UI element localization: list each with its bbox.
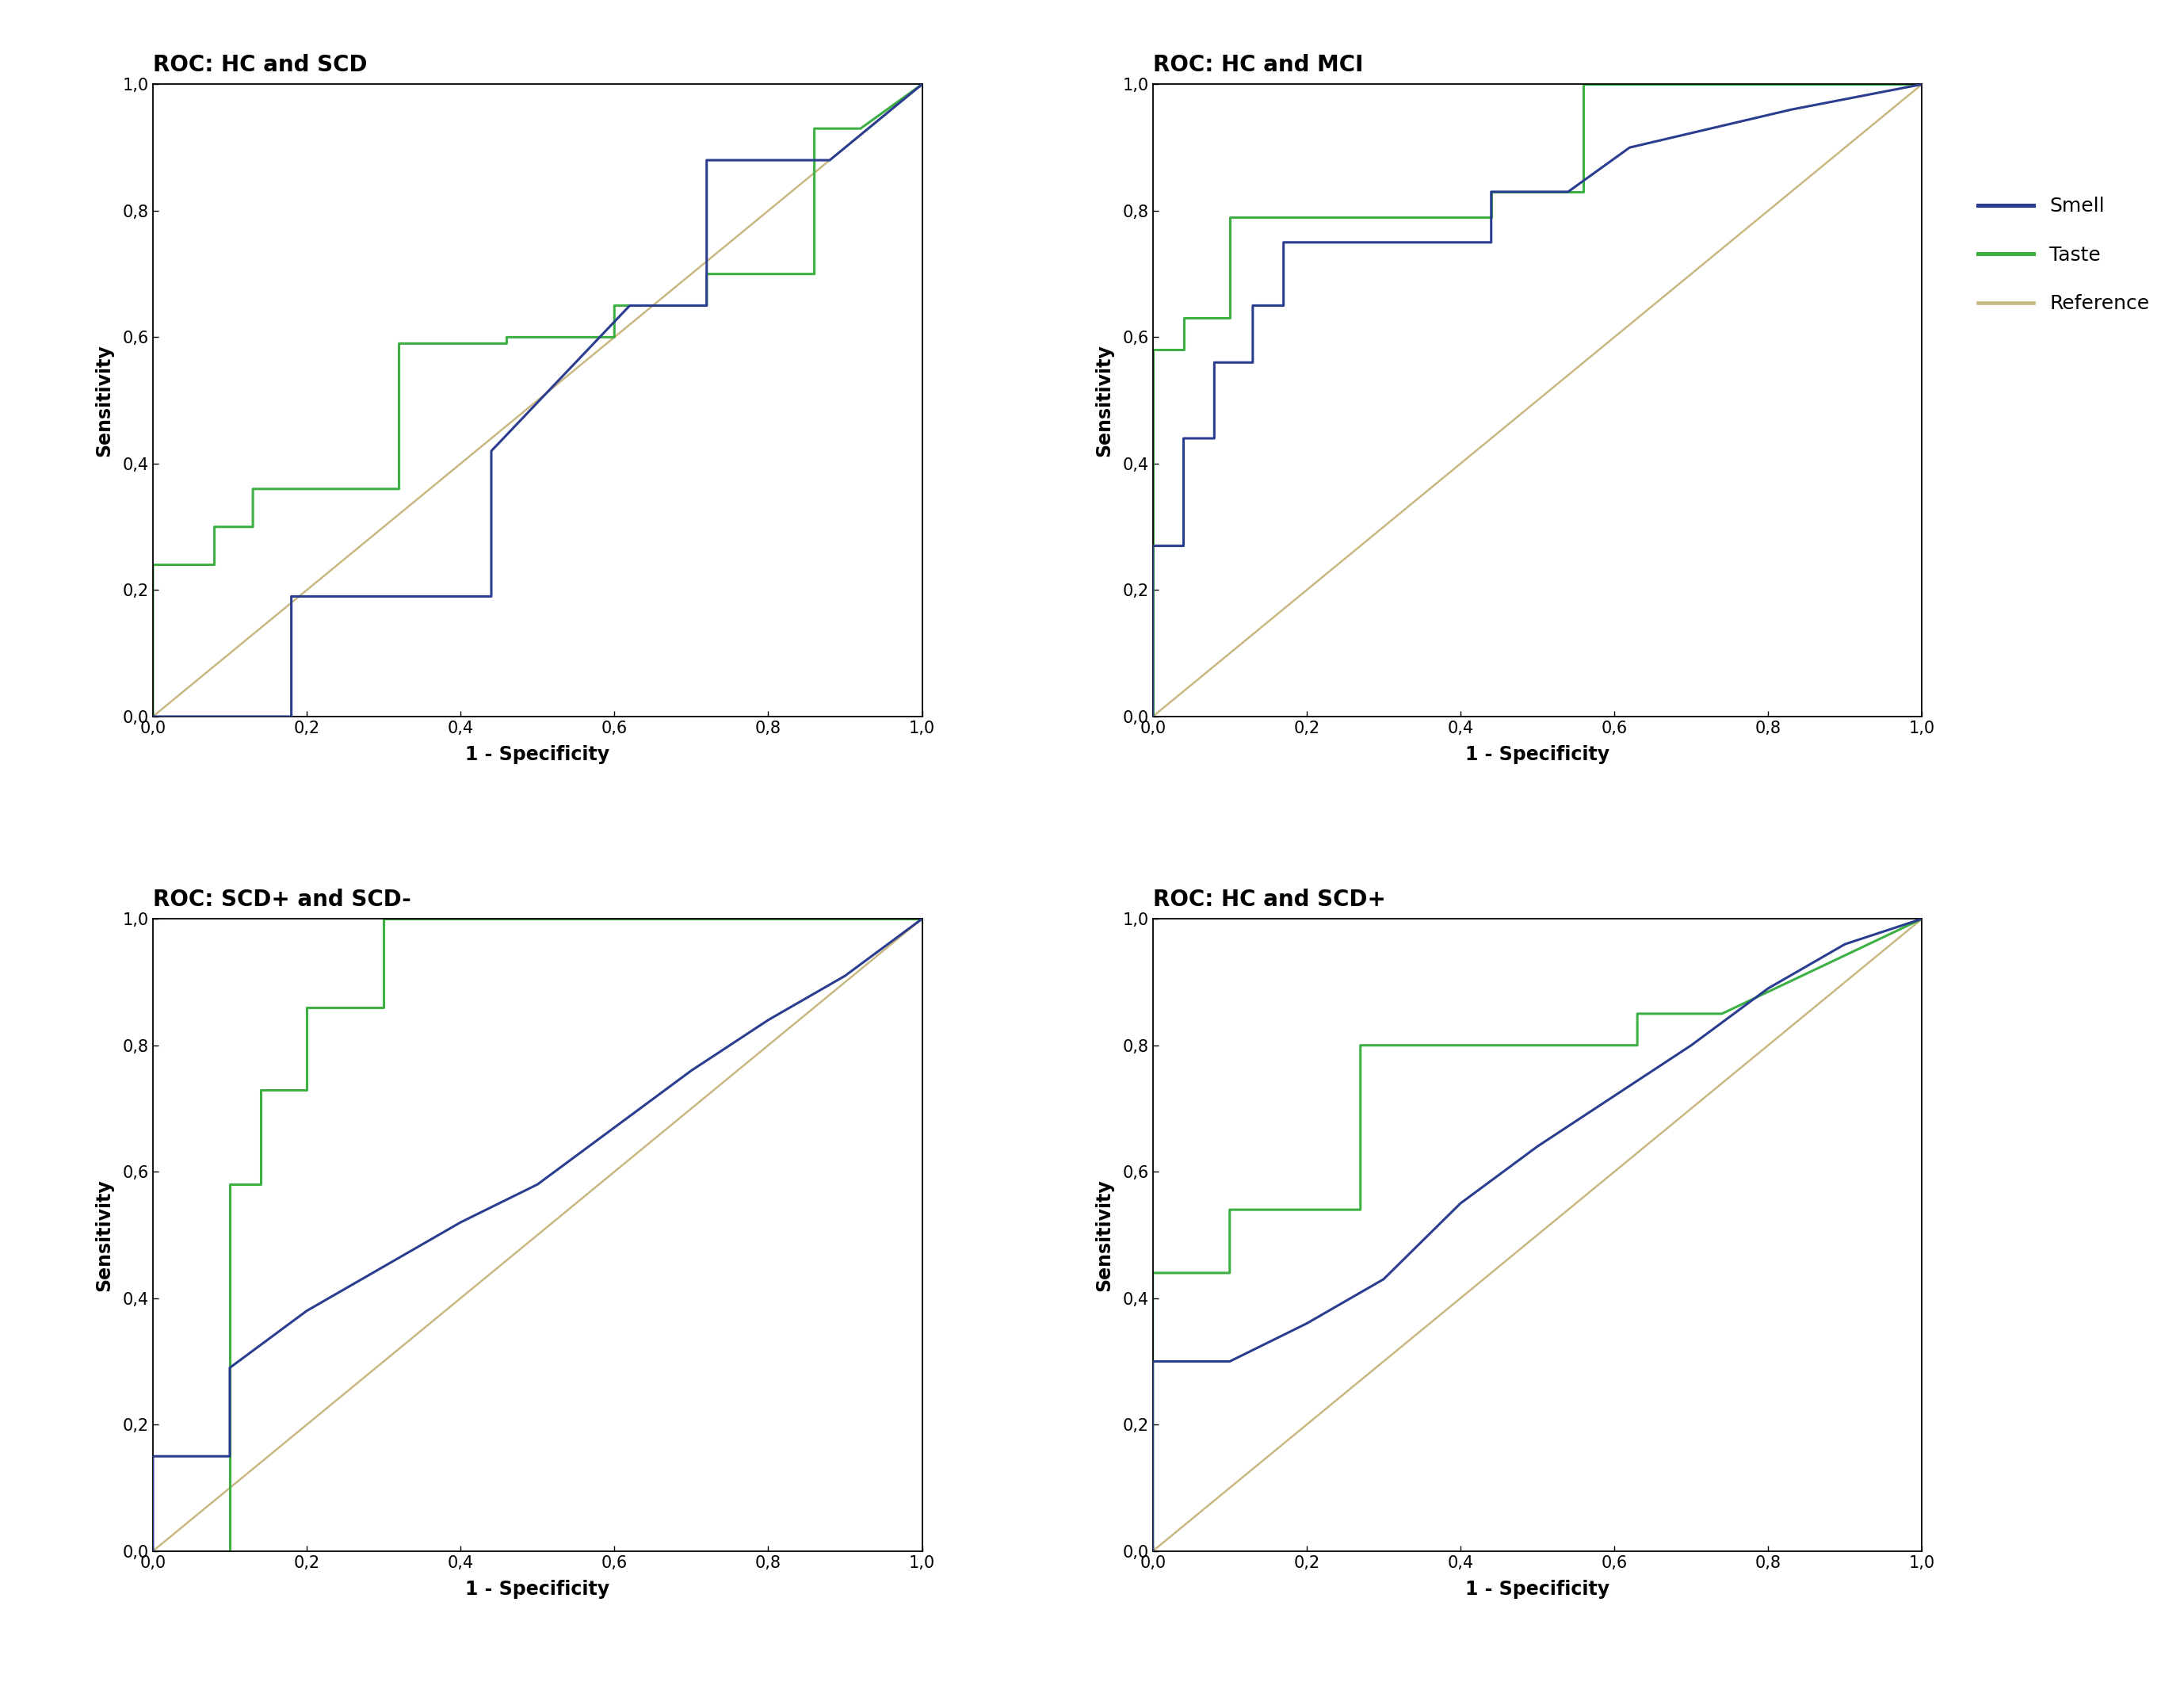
Y-axis label: Sensitivity: Sensitivity: [94, 344, 114, 457]
Y-axis label: Sensitivity: Sensitivity: [1094, 344, 1114, 457]
Text: ROC: HC and SCD: ROC: HC and SCD: [153, 54, 367, 76]
X-axis label: 1 - Specificity: 1 - Specificity: [465, 745, 609, 764]
X-axis label: 1 - Specificity: 1 - Specificity: [465, 1580, 609, 1598]
Text: ROC: SCD+ and SCD-: ROC: SCD+ and SCD-: [153, 889, 411, 910]
Text: ROC: HC and SCD+: ROC: HC and SCD+: [1153, 889, 1385, 910]
Y-axis label: Sensitivity: Sensitivity: [1094, 1179, 1114, 1291]
Legend: Smell, Taste, Reference: Smell, Taste, Reference: [1970, 189, 2158, 322]
X-axis label: 1 - Specificity: 1 - Specificity: [1465, 1580, 1610, 1598]
Y-axis label: Sensitivity: Sensitivity: [94, 1179, 114, 1291]
Text: ROC: HC and MCI: ROC: HC and MCI: [1153, 54, 1363, 76]
X-axis label: 1 - Specificity: 1 - Specificity: [1465, 745, 1610, 764]
